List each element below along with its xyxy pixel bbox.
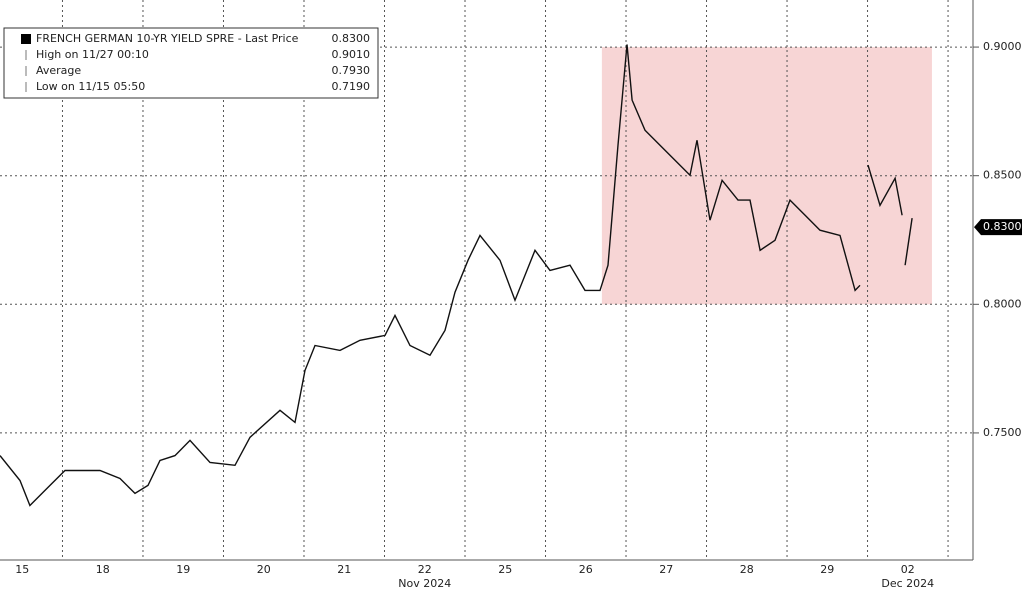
- x-tick-label: 25: [498, 563, 512, 576]
- last-price-label: 0.8300: [983, 220, 1022, 233]
- price-line: [0, 44, 861, 507]
- x-tick-label: 27: [659, 563, 673, 576]
- x-tick-label: 26: [579, 563, 593, 576]
- price-line: [904, 217, 913, 266]
- price-line: [867, 164, 903, 216]
- x-tick-label: 20: [257, 563, 271, 576]
- legend-label: FRENCH GERMAN 10-YR YIELD SPRE - Last Pr…: [36, 32, 299, 45]
- month-label: Dec 2024: [881, 577, 934, 590]
- legend-box: [3, 27, 379, 99]
- legend-label: Average: [36, 64, 81, 77]
- last-price-tag: [974, 219, 1022, 236]
- x-tick-label: 19: [176, 563, 190, 576]
- y-tick-label: 0.8500: [983, 169, 1022, 182]
- legend-value: 0.8300: [332, 32, 371, 45]
- x-tick-label: 02: [901, 563, 915, 576]
- x-tick-label: 29: [820, 563, 834, 576]
- y-tick-label: 0.7500: [983, 426, 1022, 439]
- legend-value: 0.9010: [332, 48, 371, 61]
- x-tick-label: 21: [337, 563, 351, 576]
- y-tick-label: 0.8000: [983, 297, 1022, 310]
- x-tick-label: 22: [418, 563, 432, 576]
- legend-label: High on 11/27 00:10: [36, 48, 149, 61]
- legend-swatch: [21, 34, 31, 44]
- x-tick-label: 18: [96, 563, 110, 576]
- legend-value: 0.7930: [332, 64, 371, 77]
- legend-label: Low on 11/15 05:50: [36, 80, 145, 93]
- legend-value: 0.7190: [332, 80, 371, 93]
- y-tick-label: 0.9000: [983, 40, 1022, 53]
- month-label: Nov 2024: [398, 577, 451, 590]
- x-tick-label: 15: [15, 563, 29, 576]
- x-tick-label: 28: [740, 563, 754, 576]
